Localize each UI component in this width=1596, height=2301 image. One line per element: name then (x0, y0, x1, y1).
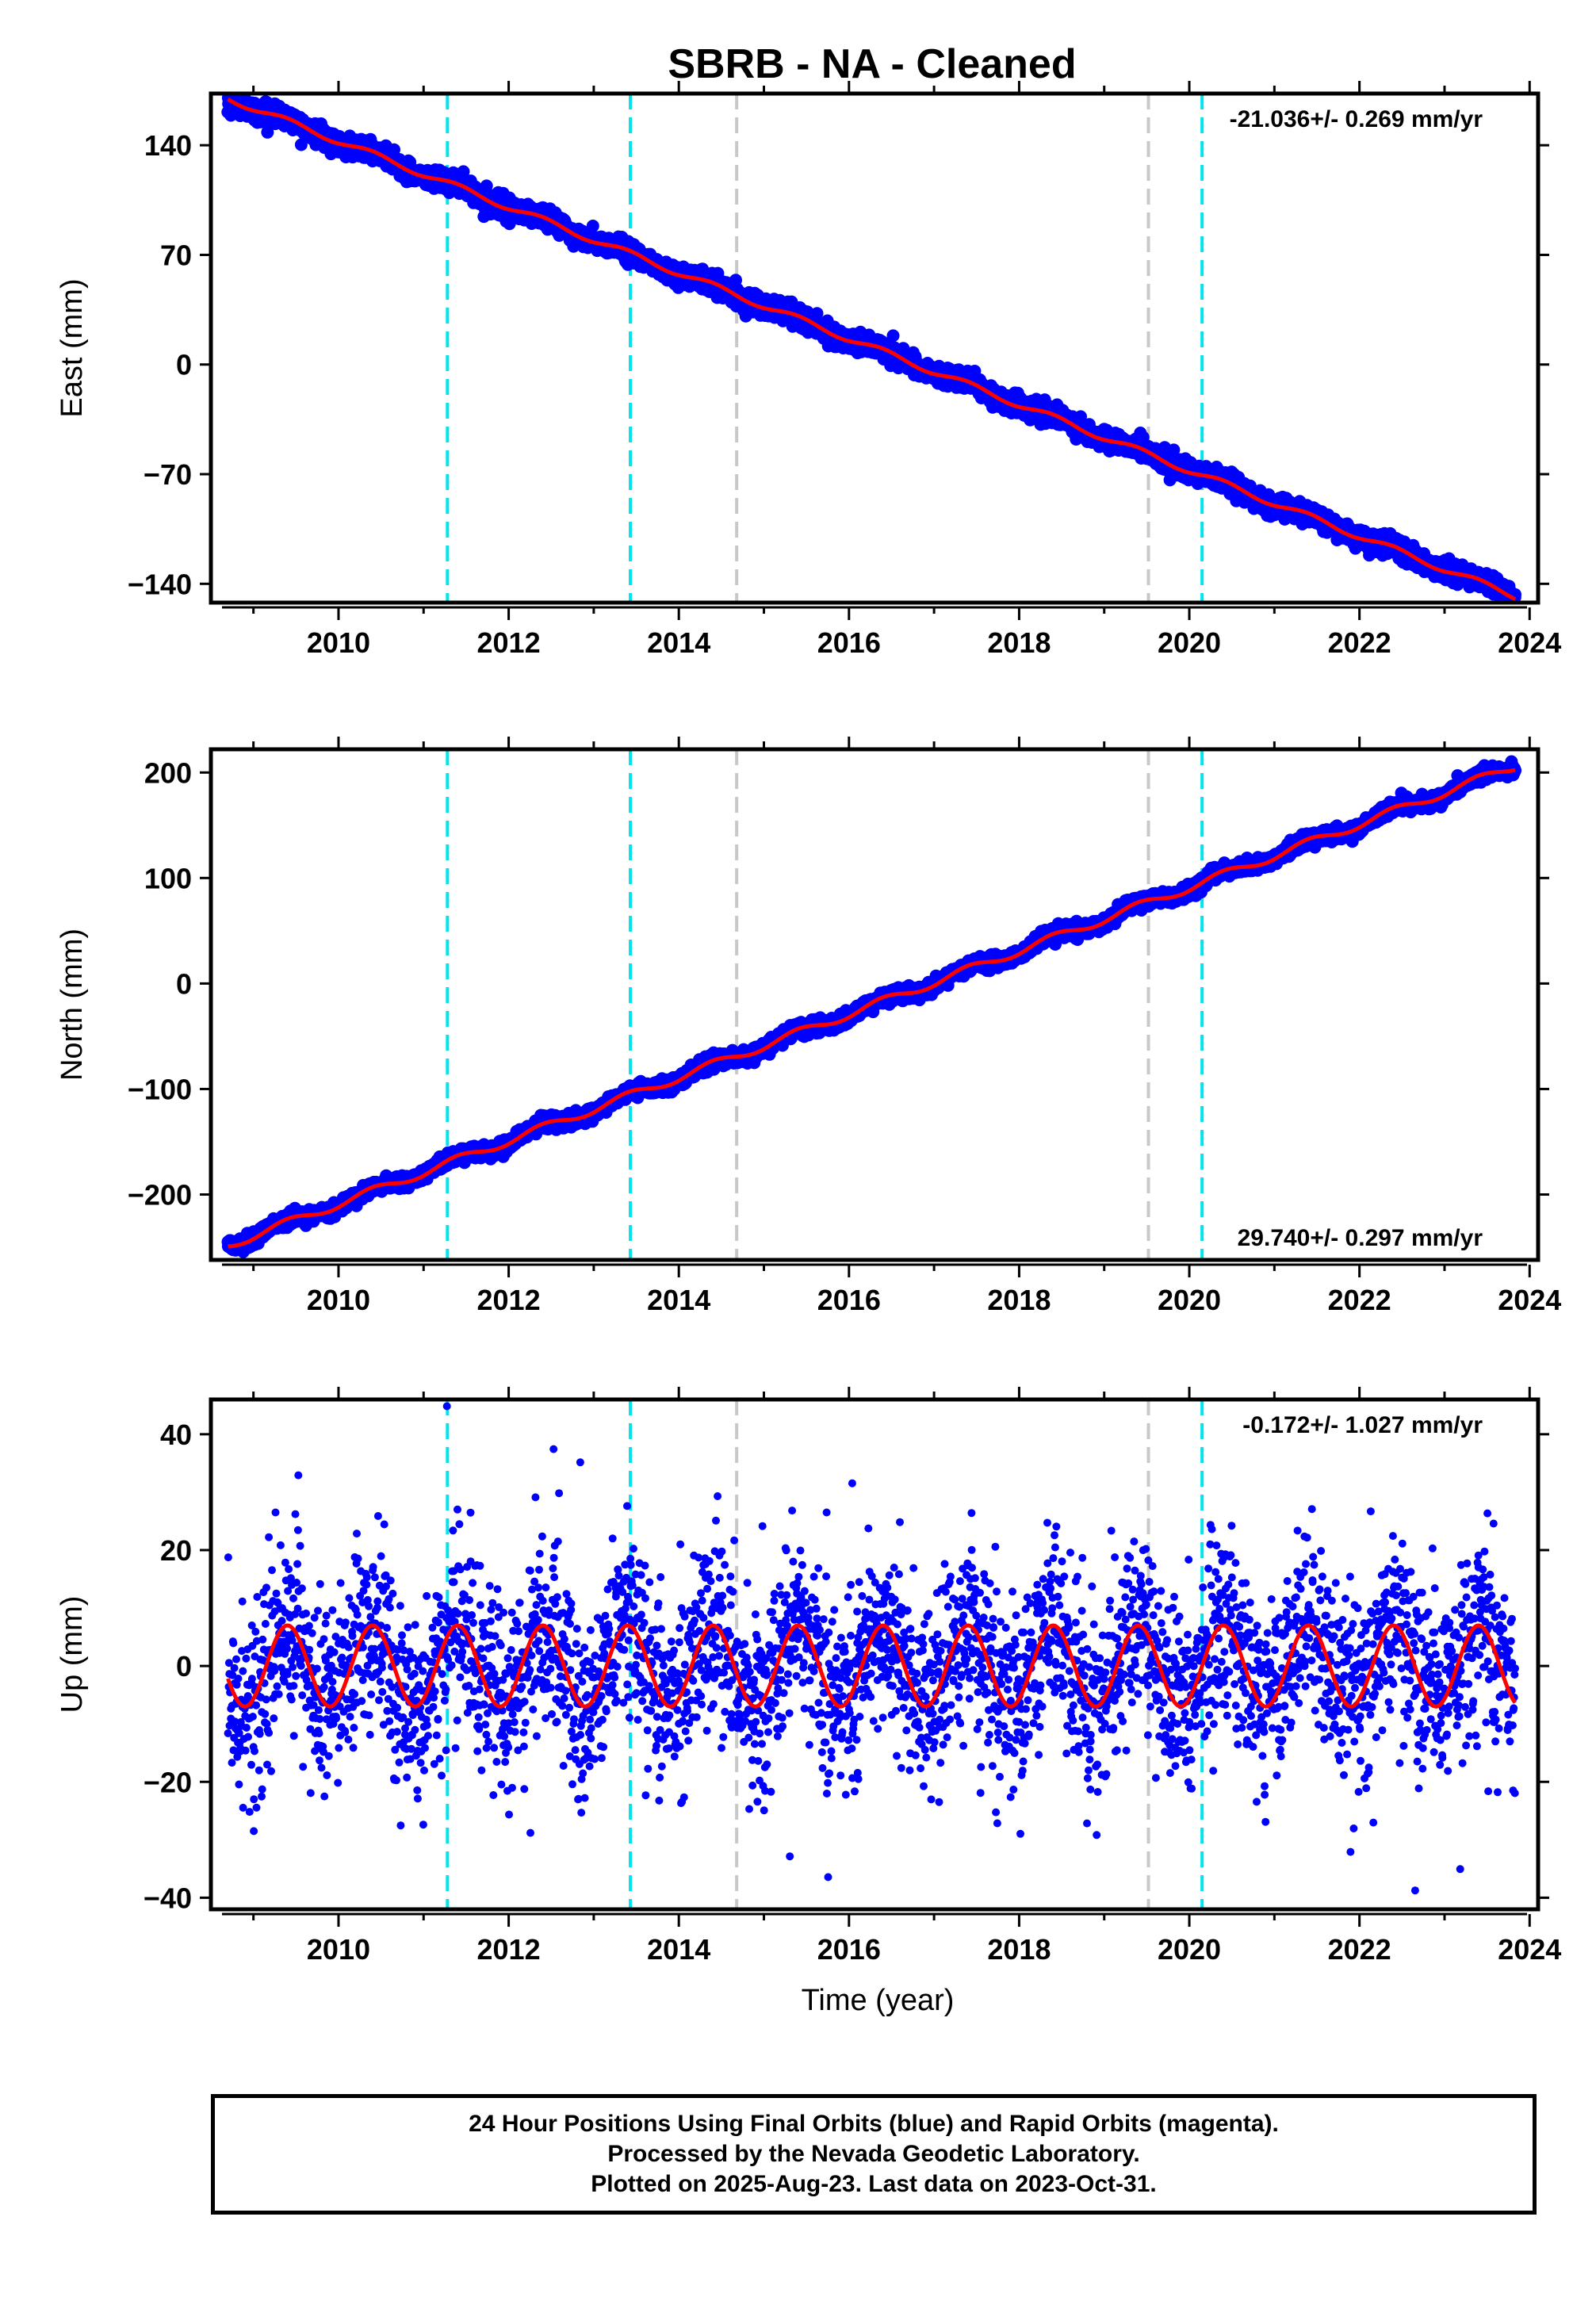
data-point (810, 307, 824, 320)
x-tick-label: 2014 (647, 626, 710, 659)
y-axis-label: East (mm) (55, 278, 89, 417)
panel-east: 140 70 0 −70 −140 2010 2012 2014 2016 2018 2020 202… (55, 81, 1561, 659)
data-point (480, 179, 493, 193)
y-tick-label: 140 (144, 129, 192, 162)
y-tick-label: 0 (176, 349, 192, 381)
data-point (886, 329, 900, 343)
y-tick-label: −70 (144, 458, 192, 491)
chart-title: SBRB - NA - Cleaned (668, 41, 1076, 87)
data-point (586, 220, 599, 232)
x-tick-label: 2012 (477, 626, 541, 659)
x-tick-label: 2020 (1158, 626, 1221, 659)
data-point (1074, 410, 1087, 423)
x-tick-label: 2018 (987, 626, 1051, 659)
x-tick-label: 2024 (1498, 626, 1561, 659)
series-points (221, 755, 1522, 1258)
y-tick-label: −140 (128, 568, 192, 600)
rate-annotation: -21.036+/- 0.269 mm/yr (1230, 106, 1483, 132)
x-tick-label: 2016 (817, 626, 881, 659)
data-point (1167, 443, 1181, 457)
data-point (294, 138, 308, 151)
data-point (457, 165, 470, 178)
series-points (221, 94, 1521, 603)
x-tick-label: 2010 (307, 626, 370, 659)
x-tick-label: 2022 (1328, 626, 1391, 659)
y-tick-label: 70 (160, 239, 192, 271)
